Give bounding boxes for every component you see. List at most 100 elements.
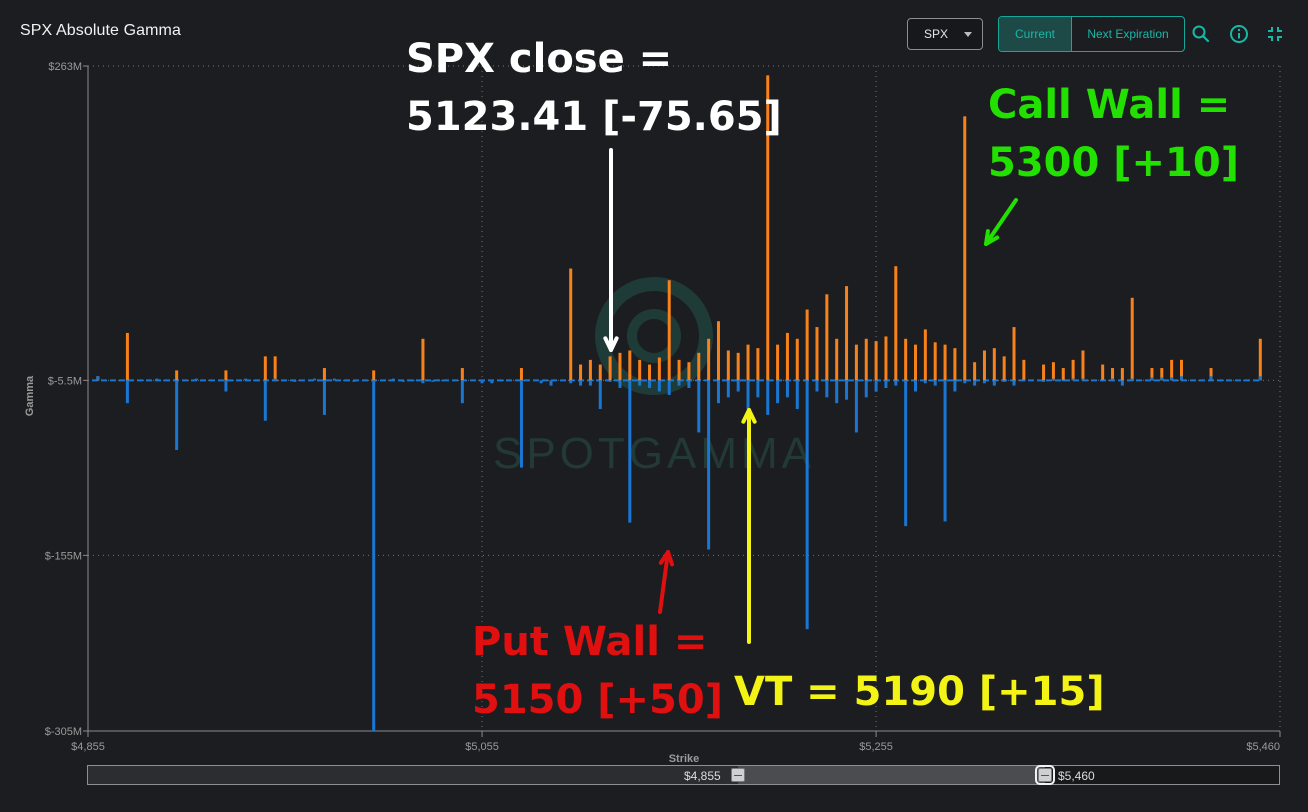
put-gamma-bar bbox=[1101, 379, 1105, 382]
put-gamma-bar bbox=[618, 380, 622, 388]
call-gamma-bar bbox=[1012, 327, 1016, 381]
call-gamma-bar bbox=[953, 348, 957, 381]
put-gamma-bar bbox=[736, 380, 740, 392]
range-min-label: $4,855 bbox=[684, 769, 721, 783]
tab-current[interactable]: Current bbox=[999, 17, 1072, 51]
put-gamma-bar bbox=[667, 380, 671, 395]
x-axis-label: Strike bbox=[669, 753, 700, 765]
put-gamma-bar bbox=[1209, 376, 1213, 381]
call-gamma-bar bbox=[736, 352, 740, 381]
put-gamma-bar bbox=[638, 380, 642, 386]
range-slider-window[interactable] bbox=[738, 766, 1045, 784]
x-tick-label: $5,255 bbox=[859, 741, 893, 753]
call-gamma-bar bbox=[845, 286, 849, 381]
put-gamma-bar bbox=[1061, 379, 1065, 382]
put-gamma-bar bbox=[1120, 380, 1124, 386]
y-tick-label: $-155M bbox=[45, 550, 82, 562]
annotation-vt: VT = 5190 [+15] bbox=[734, 669, 1105, 715]
call-gamma-bar bbox=[628, 350, 632, 381]
put-gamma-bar bbox=[815, 380, 819, 392]
put-gamma-bar bbox=[894, 380, 898, 386]
put-gamma-bar bbox=[726, 380, 730, 398]
zoom-icon[interactable] bbox=[1191, 24, 1211, 44]
call-gamma-bar bbox=[125, 332, 129, 381]
put-gamma-bar bbox=[657, 380, 661, 392]
put-gamma-bar bbox=[263, 380, 267, 421]
put-gamma-bar bbox=[953, 380, 957, 392]
annotation-spx-close: SPX close = 5123.41 [-75.65] bbox=[406, 36, 782, 140]
put-gamma-bar bbox=[125, 380, 129, 404]
call-gamma-bar bbox=[904, 338, 908, 381]
call-gamma-bar bbox=[273, 356, 277, 381]
put-gamma-bar bbox=[539, 380, 543, 384]
put-gamma-bar bbox=[776, 380, 780, 404]
put-gamma-bar bbox=[628, 380, 632, 523]
call-gamma-bar bbox=[1061, 368, 1065, 381]
put-gamma-bar bbox=[155, 378, 159, 381]
put-gamma-bar bbox=[441, 379, 445, 382]
put-gamma-bar bbox=[992, 380, 996, 386]
range-slider-outside bbox=[88, 766, 738, 784]
collapse-icon[interactable] bbox=[1265, 24, 1285, 44]
put-gamma-bar bbox=[1081, 378, 1085, 381]
call-gamma-bar bbox=[519, 368, 523, 381]
range-max-handle[interactable] bbox=[1035, 765, 1055, 785]
put-gamma-bar bbox=[96, 376, 100, 381]
put-gamma-bar bbox=[1170, 377, 1174, 381]
put-gamma-bar bbox=[687, 380, 691, 388]
call-gamma-bar bbox=[263, 356, 267, 381]
put-gamma-bar bbox=[677, 380, 681, 386]
put-gamma-bar bbox=[569, 380, 573, 384]
x-tick-label: $5,460 bbox=[1246, 741, 1280, 753]
call-gamma-bar bbox=[766, 75, 770, 381]
call-gamma-bar bbox=[992, 348, 996, 381]
y-tick-label: $-5.5M bbox=[48, 375, 82, 387]
put-gamma-bar bbox=[795, 380, 799, 410]
call-gamma-bar bbox=[667, 280, 671, 381]
put-gamma-bar bbox=[874, 380, 878, 392]
call-gamma-bar bbox=[1209, 368, 1213, 381]
put-gamma-bar bbox=[421, 380, 425, 384]
call-gamma-bar bbox=[1051, 362, 1055, 381]
put-gamma-bar bbox=[756, 380, 760, 398]
put-gamma-bar bbox=[1042, 380, 1046, 382]
annotation-vt-arrow-head bbox=[741, 408, 757, 424]
symbol-select[interactable]: SPX bbox=[907, 18, 983, 50]
tab-next-expiration[interactable]: Next Expiration bbox=[1087, 27, 1169, 41]
put-gamma-bar bbox=[598, 380, 602, 410]
call-gamma-bar bbox=[805, 309, 809, 381]
put-gamma-bar bbox=[933, 380, 937, 386]
put-gamma-bar bbox=[716, 380, 720, 404]
put-gamma-bar bbox=[835, 380, 839, 404]
put-gamma-bar bbox=[1022, 379, 1026, 382]
put-gamma-bar bbox=[519, 380, 523, 468]
put-gamma-bar bbox=[805, 380, 809, 630]
put-gamma-bar bbox=[963, 380, 967, 384]
expiration-toggle: Current Next Expiration bbox=[998, 16, 1185, 52]
call-gamma-bar bbox=[943, 344, 947, 381]
call-gamma-bar bbox=[322, 368, 326, 381]
info-icon[interactable] bbox=[1229, 24, 1249, 44]
annotation-call-wall-arrow-head bbox=[984, 229, 1000, 246]
call-gamma-bar bbox=[933, 342, 937, 381]
put-gamma-bar bbox=[490, 380, 494, 384]
put-gamma-bar bbox=[549, 380, 553, 386]
range-min-handle[interactable] bbox=[731, 768, 745, 782]
put-gamma-bar bbox=[1160, 377, 1164, 381]
annotation-put-wall-arrow bbox=[658, 550, 670, 614]
put-gamma-bar bbox=[1012, 380, 1016, 386]
put-gamma-bar bbox=[460, 380, 464, 404]
range-slider[interactable]: $4,855 $5,460 bbox=[87, 765, 1280, 785]
call-gamma-bar bbox=[1101, 364, 1105, 381]
put-gamma-bar bbox=[480, 380, 484, 384]
call-gamma-bar bbox=[421, 338, 425, 381]
call-gamma-bar bbox=[874, 341, 878, 381]
call-gamma-bar bbox=[1150, 368, 1154, 381]
put-gamma-bar bbox=[1179, 376, 1183, 381]
put-gamma-bar bbox=[923, 380, 927, 384]
put-gamma-bar bbox=[943, 380, 947, 522]
y-tick-label: $-305M bbox=[45, 726, 82, 738]
put-gamma-bar bbox=[766, 380, 770, 415]
call-gamma-bar bbox=[1071, 359, 1075, 381]
